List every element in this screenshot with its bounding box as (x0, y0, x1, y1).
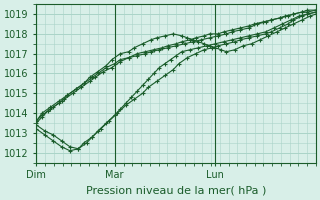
X-axis label: Pression niveau de la mer( hPa ): Pression niveau de la mer( hPa ) (86, 186, 266, 196)
